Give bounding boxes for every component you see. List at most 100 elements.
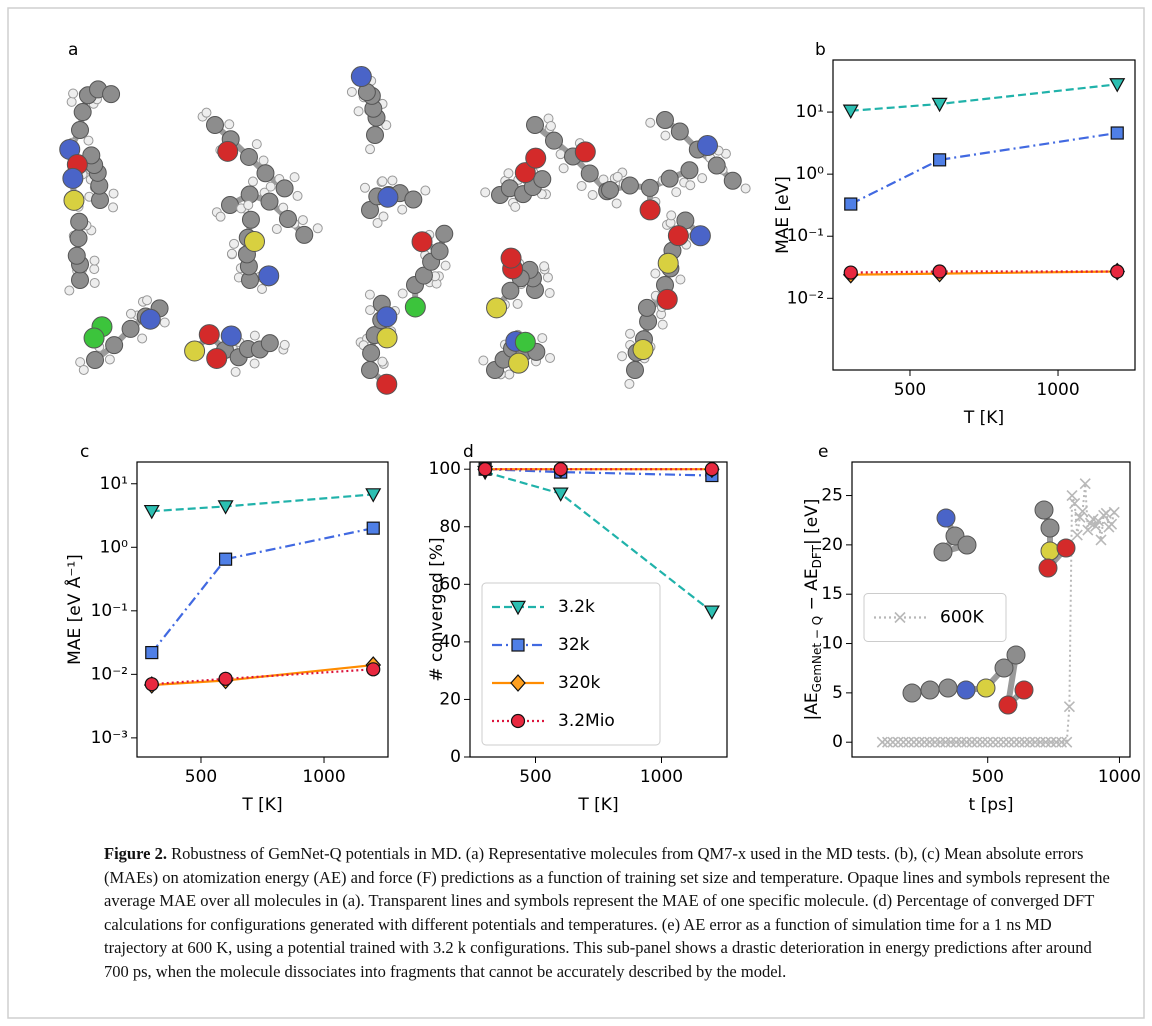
carbon [241,210,260,229]
carbon [501,281,520,300]
y-tick-label: 10⁰ [100,537,129,557]
atom [1038,558,1058,578]
hydrogen [660,130,671,141]
hydrogen [512,298,523,309]
marker [955,736,967,748]
hydrogen [312,223,323,234]
legend-label: 3.2k [558,597,595,617]
y-tick-label: 15 [821,584,843,604]
hydrogen [346,86,357,97]
carbon [86,351,104,369]
atom [936,508,956,528]
carbon [637,298,656,317]
marker [553,462,568,477]
carbon [221,196,239,214]
x-tick-label: 1000 [302,767,345,787]
atom [976,678,996,698]
heteroatom [500,247,522,269]
axes-frame [851,461,1131,758]
y-tick-label: 100 [429,459,461,479]
heteroatom [83,327,105,349]
marker [932,153,947,167]
carbon [430,242,449,261]
y-tick-label: 10 [821,634,843,654]
series-line [850,83,1118,112]
panel: c 500 1000 10⁻³ 10⁻² 10⁻¹ 10⁰ 10¹ T [K] MAE [eV Å… [63,442,389,815]
hydrogen [89,277,100,288]
hydrogen [159,317,170,328]
hydrogen [279,339,290,350]
carbon [239,147,258,166]
marker [144,677,159,692]
hydrogen [89,255,100,266]
marker [966,736,978,748]
hydrogen [740,183,751,194]
hydrogen [587,189,598,200]
hydrogen [226,248,237,259]
hydrogen [666,210,677,221]
marker [992,736,1004,748]
carbon [580,164,599,183]
y-tick-label: 10⁻¹ [91,601,128,621]
marker [924,736,936,748]
hydrogen [555,149,566,160]
marker [950,736,962,748]
hydrogen [66,96,77,107]
heteroatom [689,225,711,247]
y-axis-label: MAE [eV] [773,176,793,254]
hydrogen [251,139,262,150]
y-axis-label-part: GemNet − Q [810,616,824,693]
caption-text: Robustness of GemNet-Q potentials in MD.… [104,844,1110,981]
heteroatom [574,141,596,163]
legend-label: 32k [558,635,590,655]
heteroatom [243,230,265,252]
x-axis-label: T [K] [241,795,282,815]
marker [903,736,915,748]
carbon [70,212,89,231]
carbon [533,170,552,189]
heteroatom [198,324,220,346]
carbon [526,116,544,134]
carbon [278,210,297,229]
hydrogen [83,135,94,146]
marker [1013,736,1025,748]
hydrogen [377,176,388,187]
marker [1063,701,1075,713]
hydrogen [265,181,276,192]
marker [929,736,941,748]
y-axis-label: # converged [%] [427,537,447,681]
marker [509,600,527,616]
panel: e 500 1000 0 5 10 15 20 25 t [ps] |AEGemNet − Q − … [802,442,1141,815]
carbon [260,192,279,211]
hydrogen [612,171,623,182]
marker [971,736,983,748]
hydrogen [289,172,300,183]
marker [1008,736,1020,748]
y-tick-label: 10⁻³ [91,728,128,748]
marker [366,662,381,677]
heteroatom [220,325,242,347]
hydrogen [365,305,376,316]
carbon [601,181,619,199]
carbon [626,361,644,379]
hydrogen [137,333,148,344]
hydrogen [537,333,548,344]
hydrogen [243,200,254,211]
marker [842,104,859,119]
heteroatom [184,340,206,362]
atom [902,683,922,703]
marker [1071,529,1083,541]
carbon [361,361,379,379]
panel-label: c [80,442,89,462]
marker [1029,736,1041,748]
marker [1110,126,1124,140]
panel: d 500 1000 0 20 40 60 80 100 T [K] # converged [%]… [427,442,728,815]
carbon [102,85,121,104]
hydrogen [440,260,451,271]
hydrogen [685,180,696,191]
carbon [73,103,92,122]
marker [976,736,989,748]
carbon [260,334,279,353]
hydrogen [372,217,383,228]
hydrogen [68,88,79,99]
